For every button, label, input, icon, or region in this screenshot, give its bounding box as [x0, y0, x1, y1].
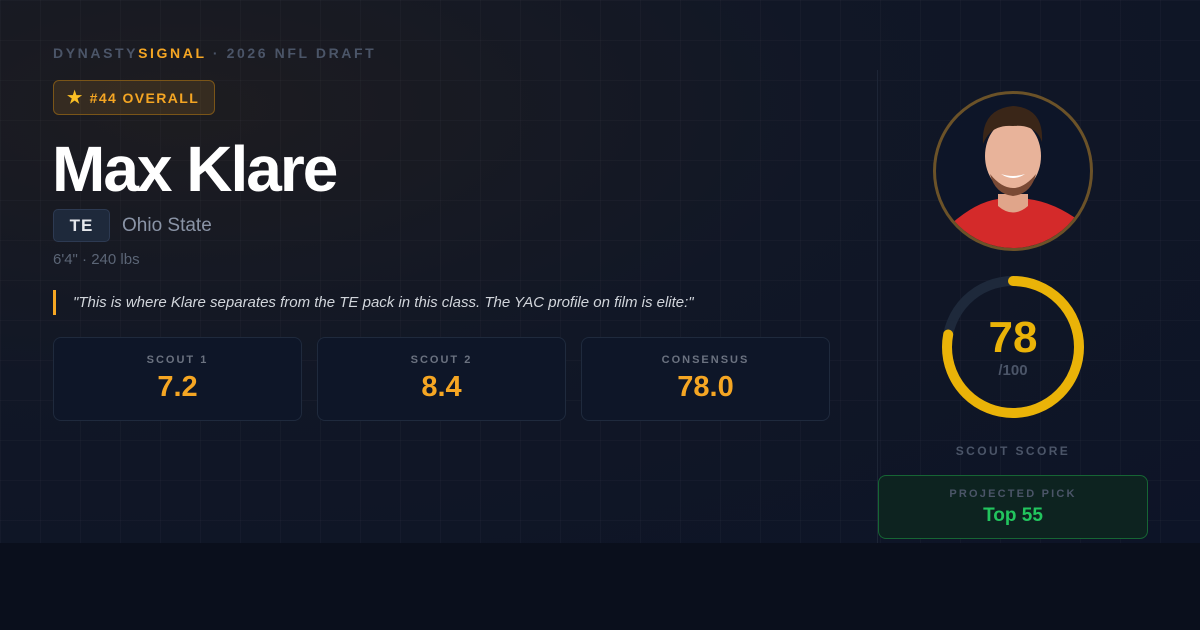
- scout-score-value: 78: [988, 313, 1038, 362]
- stat-scout-2: SCOUT 2 8.4: [317, 337, 566, 421]
- school: Ohio State: [122, 215, 212, 236]
- scout-score-max: /100: [998, 362, 1028, 379]
- scout-quote: "This is where Klare separates from the …: [53, 290, 694, 315]
- scout-score-gauge: [942, 276, 1084, 418]
- gauge-fill: [942, 276, 1084, 418]
- stat-consensus: CONSENSUS 78.0: [581, 337, 830, 421]
- scout-score-label: SCOUT SCORE: [955, 444, 1071, 458]
- position-badge: TE: [53, 209, 110, 242]
- divider: [877, 70, 878, 543]
- stat-scout-1: SCOUT 1 7.2: [53, 337, 302, 421]
- player-name: Max Klare: [52, 133, 338, 205]
- star-icon: ★: [67, 87, 84, 107]
- overall-rank-badge: ★ #44 OVERALL: [53, 80, 216, 115]
- measurables: 6'4" · 240 lbs: [53, 251, 140, 268]
- player-card: DYNASTYSIGNAL · 2026 NFL DRAFT ★ #44 OVER…: [0, 0, 1200, 543]
- projected-pick-box: PROJECTED PICK Top 55: [878, 475, 1148, 539]
- brand-header: DYNASTYSIGNAL · 2026 NFL DRAFT: [53, 45, 377, 61]
- player-avatar: [933, 91, 1093, 251]
- stats-row: SCOUT 1 7.2 SCOUT 2 8.4 CONSENSUS 78.0: [53, 337, 830, 421]
